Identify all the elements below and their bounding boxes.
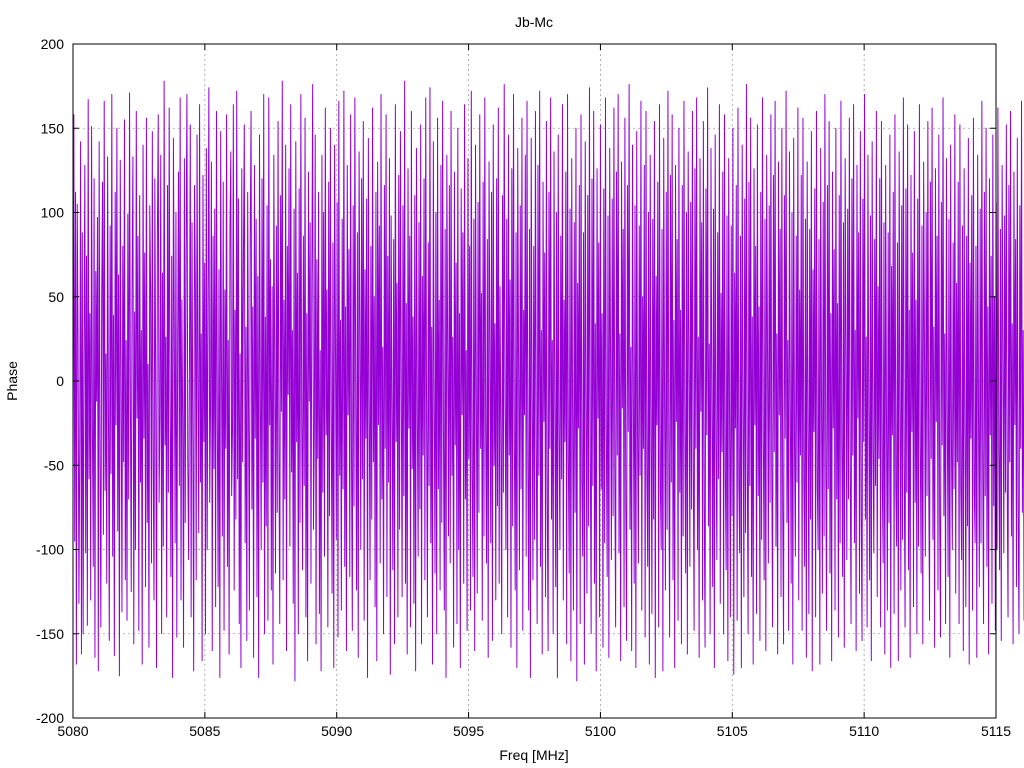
ticks: 5080 5085 5090 5095 5100 5105 5110 5115 -200 -150…	[36, 36, 1011, 739]
x-axis-label: Freq [MHz]	[499, 747, 568, 763]
y-tick-label: 100	[41, 205, 65, 221]
y-tick-label: -50	[44, 457, 64, 473]
x-tick-label: 5095	[453, 723, 484, 739]
y-tick-label: -200	[36, 710, 64, 726]
y-tick-label: 200	[41, 36, 65, 52]
x-tick-label: 5080	[57, 723, 88, 739]
x-tick-label: 5115	[981, 723, 1011, 739]
y-tick-label: -100	[36, 542, 64, 558]
phase-series-line	[72, 80, 1024, 682]
chart-title: Jb-Mc	[515, 14, 553, 30]
y-tick-label: -150	[36, 626, 64, 642]
series-layer	[72, 80, 1024, 682]
x-tick-label: 5100	[585, 723, 616, 739]
y-tick-label: 0	[56, 373, 64, 389]
x-tick-label: 5090	[321, 723, 352, 739]
y-tick-label: 150	[41, 120, 65, 136]
x-tick-label: 5085	[189, 723, 220, 739]
y-axis-label: Phase	[4, 361, 20, 401]
x-tick-label: 5105	[717, 723, 748, 739]
y-tick-label: 50	[48, 289, 64, 305]
x-tick-label: 5110	[849, 723, 879, 739]
